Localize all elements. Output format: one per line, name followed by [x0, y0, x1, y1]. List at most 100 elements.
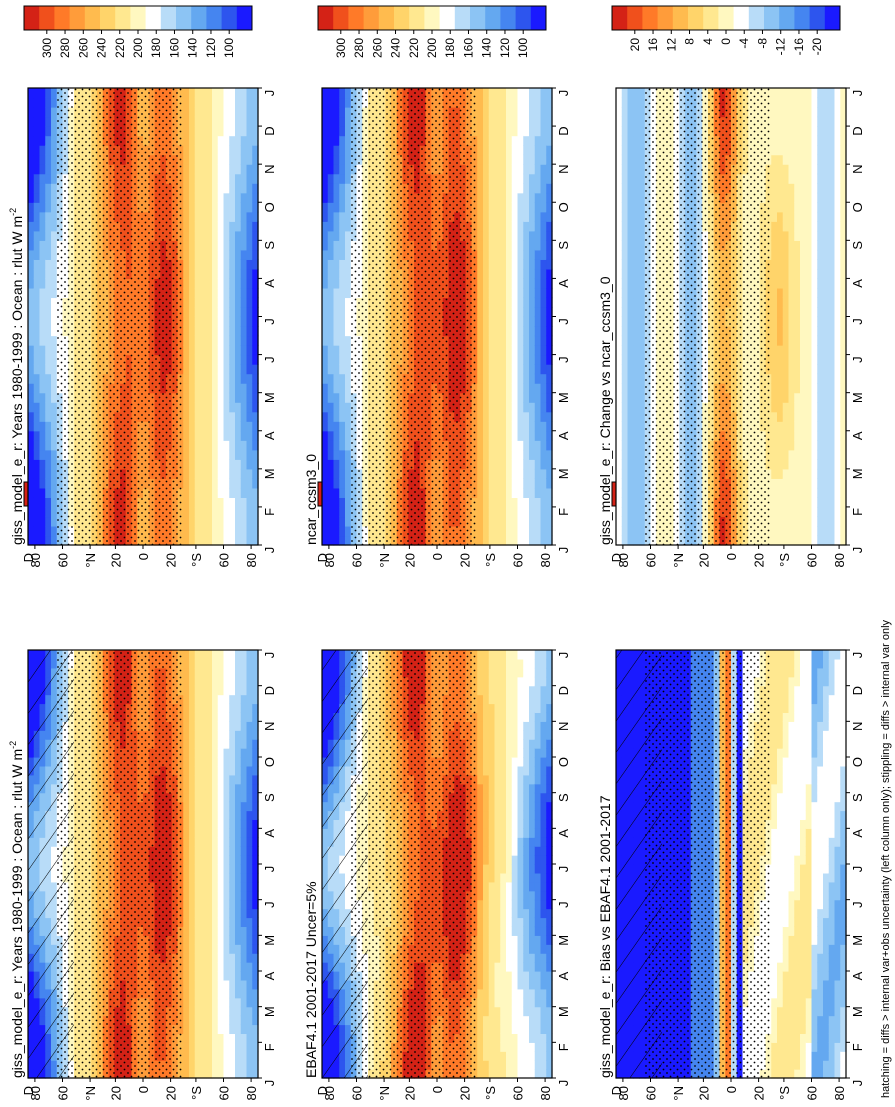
heatmap-cell	[247, 864, 253, 874]
heatmap-cell	[40, 183, 46, 193]
heatmap-cell	[28, 278, 34, 288]
heatmap-cell	[201, 926, 207, 936]
heatmap-cell	[201, 704, 207, 714]
heatmap-cell	[201, 953, 207, 963]
heatmap-cell	[241, 535, 247, 545]
heatmap-cell	[28, 478, 34, 488]
colorbar-swatch	[409, 6, 425, 30]
heatmap-cell	[206, 944, 212, 954]
heatmap-cell	[235, 364, 241, 374]
heatmap-cell	[40, 336, 46, 346]
heatmap-cell	[45, 488, 51, 498]
heatmap-cell	[224, 730, 230, 740]
heatmap-cell	[189, 221, 195, 231]
heatmap-cell	[189, 828, 195, 838]
heatmap-cell	[218, 962, 224, 972]
heatmap-cell	[28, 269, 34, 279]
heatmap-cell	[235, 926, 241, 936]
heatmap-cell	[224, 212, 230, 222]
heatmap-cell	[224, 1007, 230, 1017]
heatmap-cell	[45, 402, 51, 412]
heatmap-cell	[218, 202, 224, 212]
heatmap-cell	[212, 345, 218, 355]
heatmap-cell	[183, 730, 189, 740]
heatmap-cell	[241, 730, 247, 740]
heatmap-cell	[201, 712, 207, 722]
heatmap-cell	[201, 526, 207, 536]
heatmap-cell	[34, 526, 40, 536]
heatmap-cell	[189, 775, 195, 785]
heatmap-cell	[235, 802, 241, 812]
heatmap-cell	[40, 288, 46, 298]
heatmap-cell	[235, 784, 241, 794]
heatmap-cell	[247, 117, 253, 127]
heatmap-cell	[201, 469, 207, 479]
heatmap-cell	[45, 231, 51, 241]
month-tick-label: F	[262, 1043, 277, 1051]
heatmap-cell	[206, 507, 212, 517]
heatmap-cell	[183, 712, 189, 722]
heatmap-cell	[229, 980, 235, 990]
heatmap-cell	[247, 971, 253, 981]
heatmap-cell	[241, 469, 247, 479]
axis-corner-label: D	[21, 1086, 36, 1095]
heatmap-cell	[189, 971, 195, 981]
heatmap-cell	[201, 659, 207, 669]
heatmap-cell	[195, 802, 201, 812]
heatmap-cell	[247, 873, 253, 883]
heatmap-cell	[224, 1025, 230, 1035]
heatmap-cell	[247, 1033, 253, 1043]
heatmap-cell	[224, 1033, 230, 1043]
heatmap-cell	[183, 478, 189, 488]
colorbar-swatch	[779, 6, 795, 30]
heatmap-cell	[212, 336, 218, 346]
colorbar-swatch	[364, 6, 380, 30]
heatmap-cell	[212, 240, 218, 250]
heatmap-cell	[247, 650, 253, 660]
heatmap-cell	[229, 998, 235, 1008]
heatmap-cell	[206, 535, 212, 545]
heatmap-cell	[183, 393, 189, 403]
heatmap-cell	[195, 393, 201, 403]
heatmap-cell	[206, 221, 212, 231]
heatmap-cell	[224, 183, 230, 193]
heatmap-cell	[189, 421, 195, 431]
heatmap-cell	[183, 145, 189, 155]
heatmap-cell	[45, 431, 51, 441]
heatmap-cell	[241, 212, 247, 222]
heatmap-cell	[212, 469, 218, 479]
heatmap-cell	[224, 864, 230, 874]
heatmap-cell	[183, 202, 189, 212]
heatmap-cell	[40, 440, 46, 450]
heatmap-cell	[247, 459, 253, 469]
heatmap-cell	[201, 766, 207, 776]
heatmap-cell	[241, 317, 247, 327]
heatmap-cell	[212, 459, 218, 469]
lat-tick-label: 80	[244, 553, 259, 567]
heatmap-cell	[34, 440, 40, 450]
heatmap-cell	[229, 855, 235, 865]
heatmap-cell	[247, 450, 253, 460]
heatmap-cell	[34, 183, 40, 193]
heatmap-cell	[34, 164, 40, 174]
colorbar-tick-label: 280	[352, 38, 366, 58]
heatmap-cell	[28, 240, 34, 250]
heatmap-cell	[34, 516, 40, 526]
heatmap-cell	[201, 126, 207, 136]
heatmap-cell	[195, 1025, 201, 1035]
heatmap-cell	[241, 412, 247, 422]
heatmap-cell	[201, 421, 207, 431]
heatmap-cell	[235, 250, 241, 260]
heatmap-cell	[195, 971, 201, 981]
heatmap-cell	[28, 336, 34, 346]
heatmap-cell	[183, 364, 189, 374]
heatmap-cell	[189, 183, 195, 193]
heatmap-cell	[212, 819, 218, 829]
heatmap-cell	[189, 535, 195, 545]
heatmap-cell	[229, 953, 235, 963]
heatmap-cell	[241, 971, 247, 981]
heatmap-cell	[206, 240, 212, 250]
heatmap-cell	[241, 677, 247, 687]
month-tick-label: A	[262, 431, 277, 440]
heatmap-cell	[45, 155, 51, 165]
